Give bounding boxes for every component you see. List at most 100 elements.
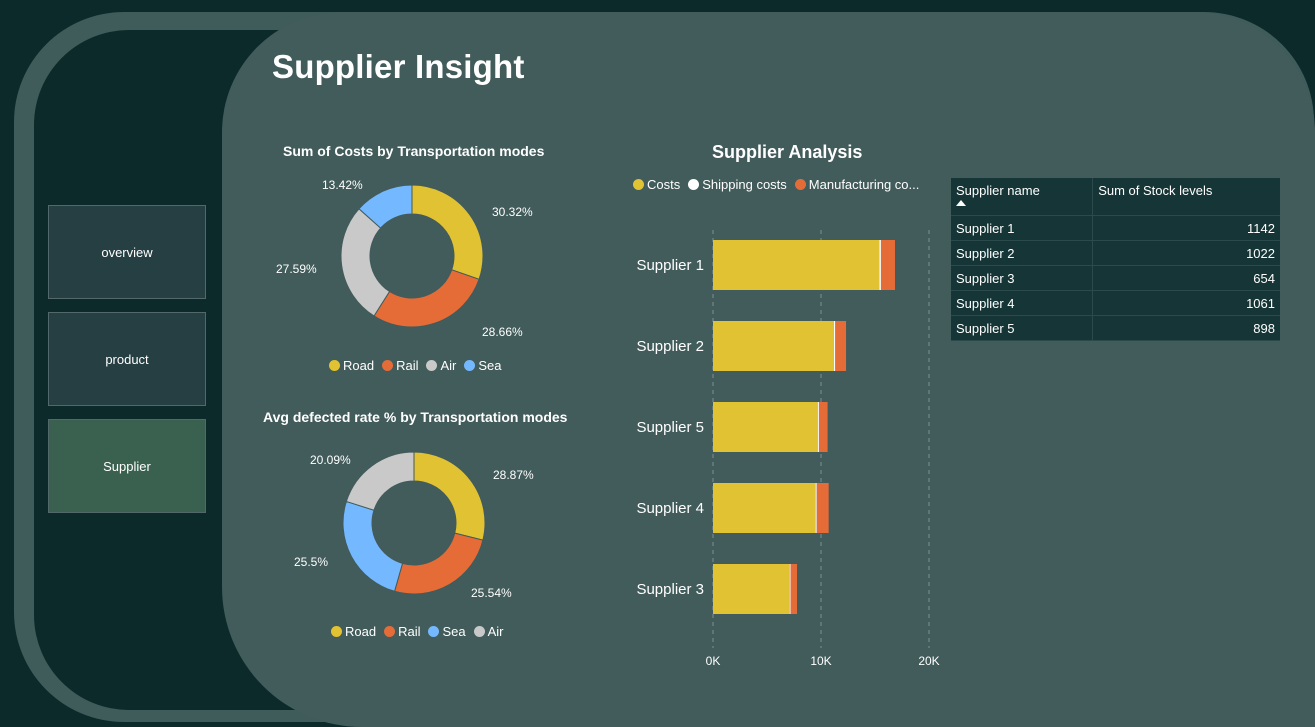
legend-label: Costs	[647, 177, 681, 192]
donut1-sea-label: 13.42%	[322, 178, 363, 192]
bar-manufacturing-co[interactable]	[818, 402, 828, 452]
legend-label: Air	[487, 624, 504, 639]
donut2-legend: Road Rail Sea Air	[331, 624, 504, 639]
sort-ascending-icon[interactable]	[956, 200, 966, 206]
y-category-label: Supplier 2	[636, 338, 704, 355]
bar-manufacturing-co[interactable]	[790, 564, 798, 614]
defect-slice-road[interactable]	[413, 451, 486, 541]
nav-overview-button[interactable]: overview	[48, 205, 206, 299]
rail-dot-icon	[384, 626, 396, 637]
bar-manufacturing-co[interactable]	[816, 483, 829, 533]
y-category-label: Supplier 4	[636, 500, 704, 517]
donut1-title: Sum of Costs by Transportation modes	[283, 143, 545, 159]
supplier-name-cell: Supplier 1	[951, 215, 1093, 241]
bar-chart-legend: Costs Shipping costs Manufacturing co...	[633, 177, 919, 192]
defect-slice-air[interactable]	[345, 451, 415, 511]
header-label: Supplier name	[956, 183, 1040, 198]
bar-chart-title: Supplier Analysis	[712, 142, 863, 162]
x-tick-label: 10K	[810, 654, 831, 668]
bar-manufacturing-co[interactable]	[880, 240, 895, 290]
bar-costs[interactable]	[713, 402, 818, 452]
legend-sea[interactable]: Sea	[464, 358, 502, 373]
sea-dot-icon	[428, 626, 440, 637]
stock-level-cell: 1061	[1092, 290, 1280, 316]
supplier-name-cell: Supplier 3	[951, 265, 1093, 291]
legend-road[interactable]: Road	[331, 624, 376, 639]
table-row[interactable]: Supplier 4 1061	[951, 290, 1280, 316]
donut1-rail-label: 28.66%	[482, 325, 523, 339]
donut1-road-label: 30.32%	[492, 205, 533, 219]
table-row[interactable]: Supplier 5 898	[951, 315, 1280, 341]
legend-air[interactable]: Air	[473, 624, 504, 639]
legend-costs[interactable]: Costs	[633, 177, 680, 192]
legend-label: Rail	[396, 358, 419, 373]
costs-donut-chart[interactable]	[340, 184, 484, 328]
defect-slice-rail[interactable]	[393, 532, 484, 595]
manufacturing-dot-icon	[794, 179, 806, 190]
stock-levels-table: Supplier name Sum of Stock levels Suppli…	[951, 178, 1280, 341]
road-dot-icon	[331, 626, 342, 637]
costs-dot-icon	[633, 179, 644, 190]
costs-slice-road[interactable]	[411, 184, 484, 280]
nav-product-button[interactable]: product	[48, 312, 206, 406]
legend-label: Rail	[398, 624, 421, 639]
legend-label: Sea	[478, 358, 502, 373]
sea-dot-icon	[464, 360, 476, 371]
legend-air[interactable]: Air	[426, 358, 456, 373]
defect-slice-sea[interactable]	[342, 500, 404, 592]
donut2-sea-label: 25.5%	[294, 555, 329, 569]
bar-shipping-costs[interactable]	[879, 240, 881, 290]
legend-rail[interactable]: Rail	[382, 358, 418, 373]
supplier-name-header[interactable]: Supplier name	[951, 178, 1093, 216]
legend-shipping-costs[interactable]: Shipping costs	[688, 177, 787, 192]
legend-rail[interactable]: Rail	[384, 624, 420, 639]
bar-manufacturing-co[interactable]	[835, 321, 847, 371]
bar-shipping-costs[interactable]	[817, 402, 819, 452]
legend-road[interactable]: Road	[329, 358, 374, 373]
bar-shipping-costs[interactable]	[833, 321, 836, 371]
legend-label: Manufacturing co...	[808, 177, 920, 192]
stock-levels-header[interactable]: Sum of Stock levels	[1092, 178, 1280, 216]
supplier-name-cell: Supplier 2	[951, 240, 1093, 266]
legend-label: Road	[345, 624, 377, 639]
y-category-label: Supplier 3	[636, 581, 704, 598]
stock-level-cell: 1022	[1092, 240, 1280, 266]
stock-level-cell: 654	[1092, 265, 1280, 291]
x-tick-label: 20K	[918, 654, 939, 668]
bar-shipping-costs[interactable]	[815, 483, 817, 533]
table-row[interactable]: Supplier 1 1142	[951, 215, 1280, 241]
air-dot-icon	[473, 626, 485, 637]
shipping-dot-icon	[688, 179, 700, 190]
legend-label: Sea	[442, 624, 466, 639]
bar-shipping-costs[interactable]	[789, 564, 791, 614]
nav-supplier-button[interactable]: Supplier	[48, 419, 206, 513]
legend-sea[interactable]: Sea	[428, 624, 466, 639]
supplier-analysis-bar-chart[interactable]: 0K 10K 20K Supplier 1 Supplier 2 Supplier 5 Su…	[620, 200, 950, 675]
stock-level-cell: 898	[1092, 315, 1280, 341]
legend-manufacturing-costs[interactable]: Manufacturing co...	[794, 177, 920, 192]
bar-costs[interactable]	[713, 321, 834, 371]
page-title: Supplier Insight	[272, 48, 525, 85]
road-dot-icon	[329, 360, 340, 371]
donut2-road-label: 28.87%	[493, 468, 534, 482]
legend-label: Air	[440, 358, 457, 373]
defect-rate-donut-chart[interactable]	[342, 451, 486, 595]
table-row[interactable]: Supplier 3 654	[951, 265, 1280, 291]
donut1-air-label: 27.59%	[276, 262, 317, 276]
air-dot-icon	[426, 360, 438, 371]
stock-level-cell: 1142	[1092, 215, 1280, 241]
donut2-title: Avg defected rate % by Transportation mo…	[263, 409, 568, 425]
donut1-legend: Road Rail Air Sea	[329, 358, 502, 373]
table-row[interactable]: Supplier 2 1022	[951, 240, 1280, 266]
bar-costs[interactable]	[713, 483, 816, 533]
supplier-name-cell: Supplier 4	[951, 290, 1093, 316]
legend-label: Road	[343, 358, 375, 373]
bar-costs[interactable]	[713, 240, 880, 290]
bar-costs[interactable]	[713, 564, 790, 614]
y-category-label: Supplier 5	[636, 419, 704, 436]
costs-slice-sea[interactable]	[358, 184, 413, 229]
donut2-air-label: 20.09%	[310, 453, 351, 467]
costs-slice-rail[interactable]	[373, 269, 480, 328]
supplier-name-cell: Supplier 5	[951, 315, 1093, 341]
y-category-label: Supplier 1	[636, 257, 704, 274]
